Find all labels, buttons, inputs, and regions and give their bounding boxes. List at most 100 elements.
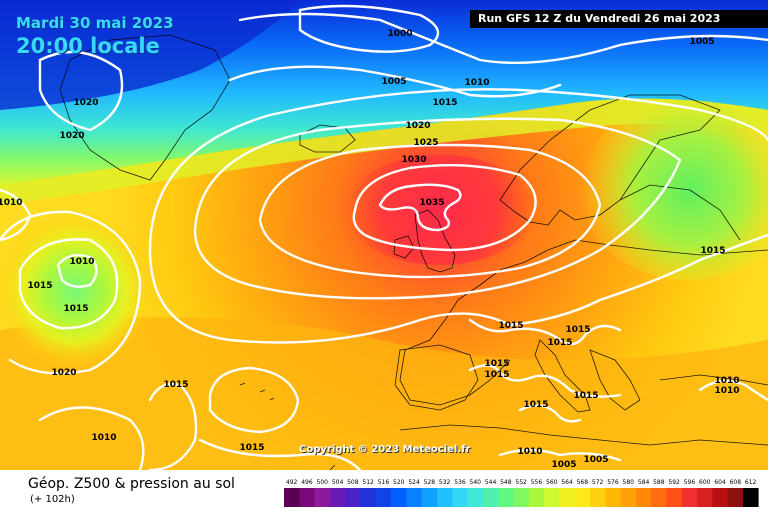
scale-tick-label: 596	[684, 479, 696, 486]
scale-swatch	[482, 488, 499, 507]
scale-tick-label: 560	[546, 479, 558, 486]
scale-tick-label: 500	[317, 479, 329, 486]
isobar-label: 1015	[239, 443, 264, 453]
z500-high-core	[345, 155, 535, 265]
isobar-label: 1035	[419, 198, 444, 208]
isobar-label: 1015	[432, 98, 457, 108]
isobar-label: 1015	[498, 321, 523, 331]
isobar-label: 1015	[484, 359, 509, 369]
scale-swatch	[727, 488, 744, 507]
isobar-label: 1010	[0, 198, 23, 208]
scale-swatch	[513, 488, 530, 507]
scale-tick-label: 520	[393, 479, 405, 486]
isobar-label: 1005	[381, 77, 406, 87]
scale-swatch	[666, 488, 683, 507]
coastlines	[59, 34, 768, 470]
scale-swatch	[635, 488, 652, 507]
scale-swatch	[329, 488, 346, 507]
model-run-banner: Run GFS 12 Z du Vendredi 26 mai 2023	[470, 10, 768, 28]
legend-footer: Géop. Z500 & pression au sol (+ 102h) 49…	[0, 470, 768, 512]
isobar-label: 1010	[464, 78, 489, 88]
isobar-label: 1010	[714, 386, 739, 396]
scale-swatch	[528, 488, 545, 507]
scale-tick-label: 556	[531, 479, 543, 486]
scale-swatch	[697, 488, 713, 507]
scale-tick-label: 568	[577, 479, 589, 486]
scale-swatch	[421, 488, 438, 507]
isobar-label: 1015	[700, 246, 725, 256]
forecast-local-time: 20:00 locale	[16, 34, 160, 58]
isobar-label: 1005	[551, 460, 576, 470]
scale-swatch	[559, 488, 575, 507]
scale-tick-label: 612	[745, 479, 757, 486]
scale-tick-label: 548	[500, 479, 512, 486]
scale-tick-label: 532	[439, 479, 451, 486]
isobar-label: 1015	[573, 391, 598, 401]
isobar-label: 1000	[387, 29, 412, 39]
scale-swatch	[590, 488, 606, 507]
scale-swatch	[391, 488, 407, 507]
z500-trough	[0, 0, 300, 110]
scale-swatch	[743, 488, 759, 507]
isobar-label: 1005	[583, 455, 608, 465]
isobar-labels: 1000 1005 1005 1010 1015 1020 1020 1020 1025 1030…	[0, 29, 740, 470]
scale-tick-label: 508	[347, 479, 359, 486]
isobar-label: 1015	[27, 281, 52, 291]
scale-swatch	[406, 488, 422, 507]
scale-tick-label: 608	[730, 479, 742, 486]
isobar-label: 1025	[413, 138, 438, 148]
isobar-label: 1015	[523, 400, 548, 410]
scale-tick-label: 588	[653, 479, 665, 486]
z500-south-band	[0, 317, 768, 470]
scale-swatch	[437, 488, 453, 507]
scale-tick-label: 516	[378, 479, 390, 486]
map-canvas: 1000 1005 1005 1010 1015 1020 1020 1020 1025 1030…	[0, 0, 768, 470]
scale-tick-label: 584	[638, 479, 650, 486]
legend-title: Géop. Z500 & pression au sol	[28, 476, 235, 492]
legend-subtitle: (+ 102h)	[30, 494, 75, 505]
scale-swatch	[284, 488, 300, 507]
copyright-notice: Copyright © 2023 Meteociel.fr	[299, 444, 471, 455]
scale-swatch	[651, 488, 667, 507]
isobar-label: 1030	[401, 155, 426, 165]
isobar-label: 1005	[689, 37, 714, 47]
isobar-label: 1020	[59, 131, 84, 141]
isobar-label: 1015	[547, 338, 572, 348]
color-scale: 492 496 500 504 508 512 516 520 524 528 532 536 540 5…	[284, 479, 759, 507]
isobars	[0, 4, 768, 470]
scale-swatch	[375, 488, 392, 507]
scale-swatch	[314, 488, 331, 507]
scale-tick-label: 576	[607, 479, 619, 486]
scale-swatch	[620, 488, 637, 507]
forecast-date: Mardi 30 mai 2023	[16, 14, 174, 32]
isobar-label: 1010	[69, 257, 94, 267]
scale-tick-label: 592	[668, 479, 680, 486]
scale-tick-label: 540	[470, 479, 482, 486]
scale-tick-label: 496	[301, 479, 313, 486]
isobar-label: 1015	[565, 325, 590, 335]
scale-tick-label: 552	[515, 479, 527, 486]
isobar-label: 1015	[484, 370, 509, 380]
scale-swatch	[345, 488, 361, 507]
scale-tick-label: 524	[408, 479, 420, 486]
scale-tick-label: 536	[454, 479, 466, 486]
scale-swatch	[681, 488, 698, 507]
isobar-label: 1010	[91, 433, 116, 443]
scale-tick-label: 572	[592, 479, 604, 486]
scale-tick-label: 604	[714, 479, 726, 486]
scale-swatch	[544, 488, 560, 507]
isobar-label: 1020	[73, 98, 98, 108]
scale-swatch	[299, 488, 315, 507]
isobar-label: 1010	[517, 447, 542, 457]
scale-swatch	[498, 488, 514, 507]
scale-tick-label: 544	[485, 479, 497, 486]
isobar-label: 1020	[51, 368, 76, 378]
scale-swatch	[452, 488, 468, 507]
scale-swatch	[605, 488, 621, 507]
scale-tick-label: 492	[286, 479, 298, 486]
isobar-label: 1015	[163, 380, 188, 390]
scale-swatch	[467, 488, 484, 507]
isobar-label: 1010	[714, 376, 739, 386]
z500-transition	[0, 98, 768, 205]
